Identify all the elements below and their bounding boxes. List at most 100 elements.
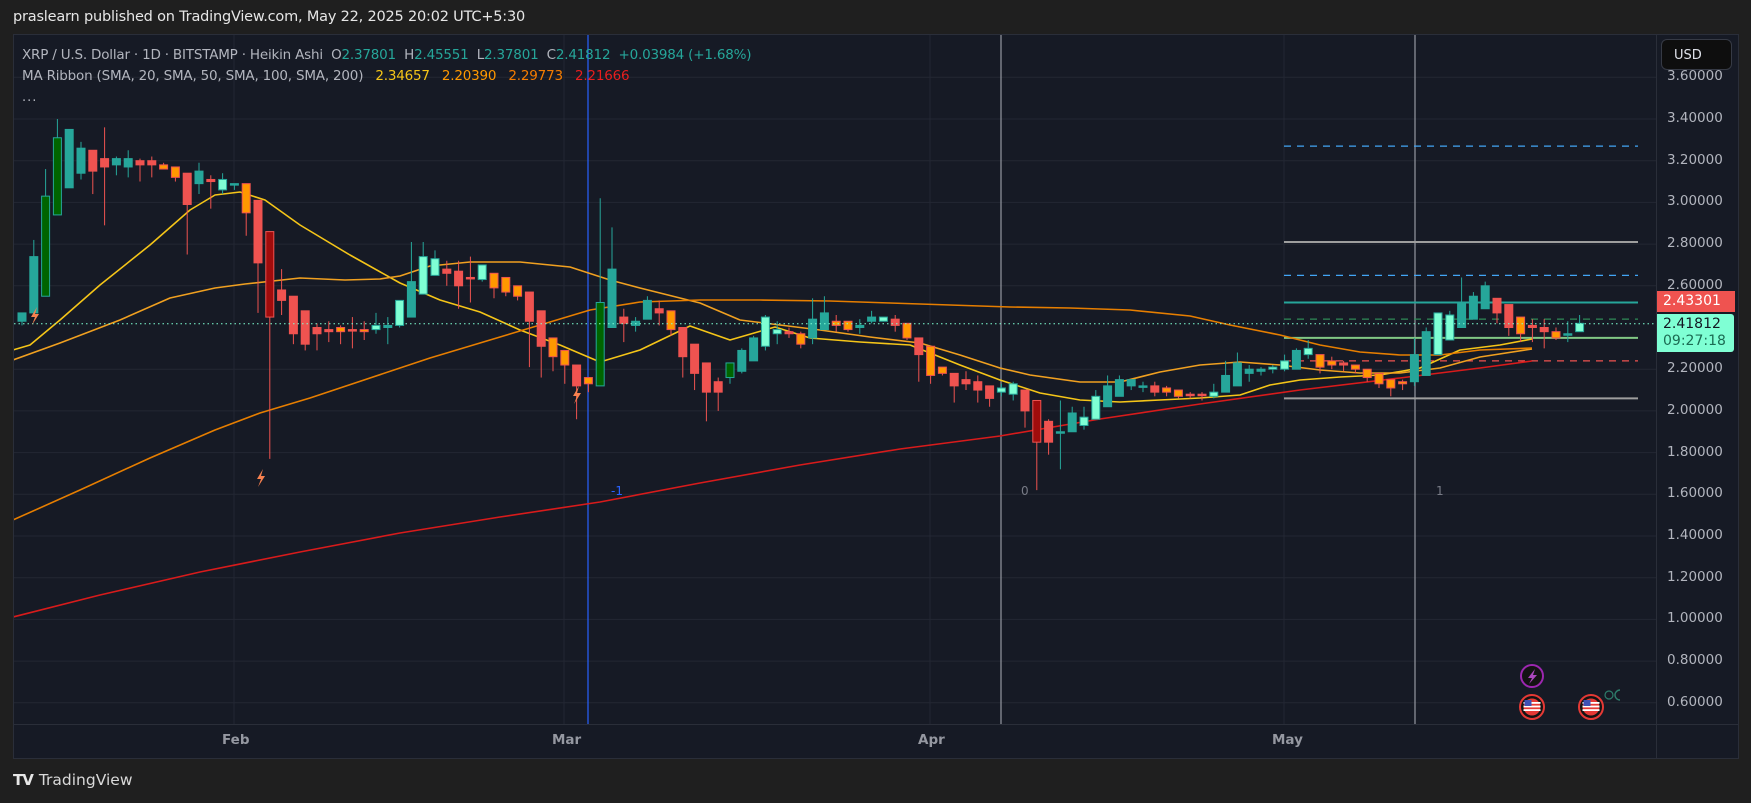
candle [985, 385, 995, 399]
candle [1055, 431, 1065, 434]
candle [1138, 385, 1148, 388]
candle [1197, 393, 1207, 397]
lightning-event-icon [257, 469, 265, 487]
open-value: 2.37801 [341, 47, 397, 63]
candle [902, 322, 912, 339]
more-indicators-button[interactable]: ... [22, 90, 38, 105]
candle [1575, 322, 1585, 333]
candle [1398, 381, 1408, 385]
candle [595, 301, 605, 387]
candle [1079, 416, 1089, 426]
candle [288, 295, 298, 335]
price-tick-label: 0.60000 [1667, 693, 1723, 710]
candle [926, 345, 936, 376]
candle [1209, 391, 1219, 397]
candle [182, 172, 192, 205]
ma-line [14, 360, 1533, 618]
price-tick-label: 3.40000 [1667, 110, 1723, 126]
candle [996, 387, 1006, 393]
price-tick-label: 1.60000 [1667, 485, 1723, 502]
candle [253, 199, 263, 264]
candle [524, 291, 534, 322]
candle [973, 381, 983, 391]
candle [430, 258, 440, 276]
candle [642, 299, 652, 320]
candle [1091, 395, 1101, 420]
candle [123, 158, 133, 168]
candle [1244, 368, 1254, 374]
price-tick-label: 1.80000 [1667, 443, 1723, 460]
candle [1256, 368, 1266, 372]
symbol-title[interactable]: XRP / U.S. Dollar · 1D · BITSTAMP · Heik… [22, 47, 323, 63]
candle [135, 160, 145, 166]
candle [1492, 297, 1502, 314]
indicator-legend-row[interactable]: MA Ribbon (SMA, 20, SMA, 50, SMA, 100, S… [22, 66, 751, 87]
tradingview-logo-icon[interactable]: TV [13, 771, 34, 789]
candle [477, 264, 487, 281]
candle [784, 331, 794, 335]
candle [218, 178, 228, 191]
price-tick-label: 2.00000 [1667, 401, 1723, 418]
candle [1516, 316, 1526, 335]
cycle-index-label: 0 [1021, 484, 1029, 498]
change-value: +0.03984 (+1.68%) [618, 47, 752, 63]
candle [760, 316, 770, 347]
indicator-title[interactable]: MA Ribbon (SMA, 20, SMA, 50, SMA, 100, S… [22, 68, 364, 84]
candle [1126, 379, 1136, 387]
candle [64, 128, 74, 189]
candle [1114, 379, 1124, 397]
candle [465, 276, 475, 280]
candle [29, 256, 39, 314]
candle [100, 158, 110, 168]
candle [1480, 285, 1490, 310]
currency-button[interactable]: USD [1661, 39, 1732, 70]
candle [1268, 366, 1278, 370]
ma50-value: 2.20390 [441, 68, 497, 84]
time-tick-label: Mar [552, 732, 582, 748]
time-tick-label: Feb [222, 732, 250, 748]
candle [312, 327, 322, 335]
candle [1504, 304, 1514, 329]
candle [607, 268, 617, 328]
candle [1374, 372, 1384, 385]
symbol-legend-row[interactable]: XRP / U.S. Dollar · 1D · BITSTAMP · Heik… [22, 47, 752, 63]
ma-line [14, 191, 1533, 403]
candle [701, 362, 711, 393]
candle [583, 377, 593, 385]
ma20-value: 2.34657 [375, 68, 430, 84]
last-price-value: 2.41812 [1663, 316, 1721, 332]
lightning-event-icon [573, 386, 581, 404]
price-tick-label: 0.80000 [1667, 652, 1723, 669]
candle [241, 183, 251, 214]
candle [406, 281, 416, 318]
last-price-tag: 2.41812 09:27:18 [1657, 314, 1734, 352]
price-tick-label: 2.80000 [1667, 235, 1723, 252]
candle [831, 320, 841, 326]
candle [277, 289, 287, 301]
candle [1339, 362, 1349, 366]
candle [1162, 387, 1172, 393]
chart-frame[interactable] [13, 34, 1739, 759]
high-value: 2.45551 [414, 47, 469, 63]
candle [867, 316, 877, 322]
ma-line [14, 299, 1533, 521]
price-tick-label: 2.20000 [1667, 360, 1723, 377]
candle [1362, 368, 1372, 379]
candle [1008, 383, 1018, 395]
candle [1327, 360, 1337, 366]
price-tick-label: 2.60000 [1667, 276, 1723, 293]
candle [1303, 347, 1313, 356]
candle [170, 166, 180, 178]
candle [619, 316, 629, 324]
candle [1232, 362, 1242, 387]
candle [1291, 349, 1301, 370]
candle [88, 149, 98, 172]
candle [808, 318, 818, 339]
candle [1173, 389, 1183, 397]
candle [147, 160, 157, 166]
price-tick-label: 3.00000 [1667, 193, 1723, 210]
candle [713, 381, 723, 393]
brand-name[interactable]: TradingView [38, 771, 133, 789]
candle [1551, 331, 1561, 339]
